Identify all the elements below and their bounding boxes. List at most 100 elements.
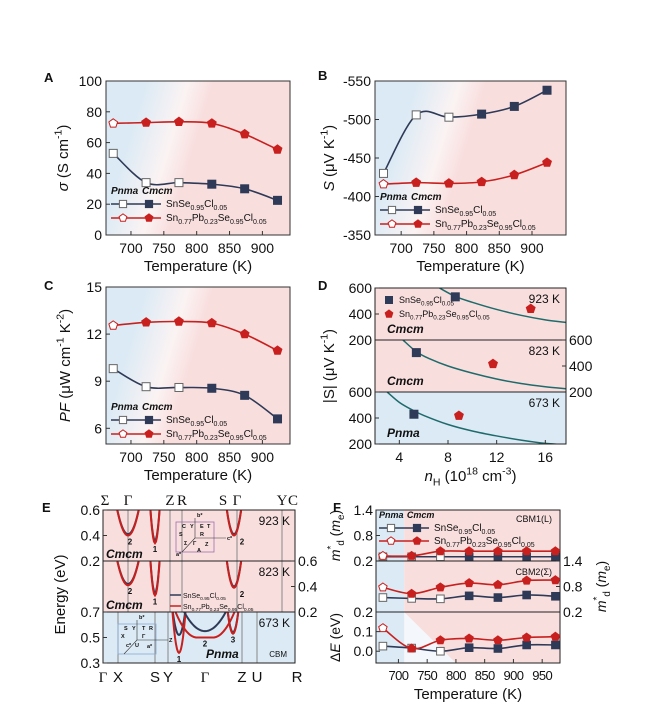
axis-a [181,537,196,553]
phase-label: Cmcm [387,374,424,388]
x-tick-label: 850 [488,240,512,256]
x-tick-label: 750 [152,449,176,465]
panel-A: A 700 750 800 850 900 0 20 40 60 80 100 Temperature … [44,70,291,275]
x-tick-label: 850 [475,668,495,683]
data-point [411,177,422,187]
data-point [477,109,487,119]
data-point-pb [493,546,503,556]
band-pb [225,561,243,589]
data-point-pb [488,358,498,369]
legend-open-marker [118,213,128,222]
data-point-pb [378,550,388,560]
x-axis-title: Temperature (K) [144,258,252,275]
data-point [411,110,421,120]
y-tick-label: 0.0 [354,643,374,659]
subpanel-3: 0.0 0.1 0.2 ΔE (eV) [327,604,561,664]
x-axis-title: Temperature (K) [414,686,522,703]
data-point-snse [436,646,445,656]
y-tick-label: 400 [349,306,373,322]
data-point [141,317,152,327]
y-tick-label: 0.2 [354,553,374,569]
valley-label: 2 [128,538,133,547]
data-point [273,414,283,424]
subplot-frame [375,611,561,664]
band-pb [171,612,187,655]
x-axis-title: nH (1018 cm-3) [425,466,517,489]
data-point [476,176,487,187]
legend-open-marker [118,199,128,209]
panel-B: B 700 750 800 850 900 -350 -400 -450 -500 -550 Temp… [318,68,567,275]
data-point-snse [450,292,460,302]
x-tick-label: 750 [152,240,176,256]
data-point [379,168,389,178]
legend-label-snse: SnSe0.95Cl0.05 [166,199,227,212]
temperature-label: 673 K [259,616,290,630]
phase-background [375,392,566,444]
data-point-pb [464,633,474,643]
valley-label: 2 [240,590,245,599]
y-tick-label: 0.8 [563,579,583,595]
x-tick-label: 800 [455,240,479,256]
subpanel-title: CBM2(Σ) [515,567,552,577]
legend-filled-marker [413,219,423,228]
legend-label-pb: Sn0.77Pb0.23Se0.95Cl0.05 [399,309,490,322]
inset-label: a* [176,552,182,558]
legend-filled-marker [144,415,154,425]
data-point-pb [493,635,503,645]
y-tick-label: 40 [86,165,102,181]
data-point [108,364,118,374]
k-point-bottom: Z [237,669,246,686]
data-point-pb [464,578,474,588]
subpanel-title: CBM1(L) [516,514,552,524]
subpanel-923K: 200 400 600 923 K Cmcm SnSe0.95Cl0.05Sn0.77Pb… [349,280,567,348]
y-axis-title: σ (S cm-1) [53,125,72,192]
inset-label: b* [139,615,145,621]
pnma-background [376,612,405,663]
y-tick-label: 100 [79,73,103,89]
data-point [542,157,552,167]
y-tick-label: 600 [569,332,593,348]
panel-F: F 0.2 0.8 1.4 m*d (me) CBM1(L) Pnma Cmcm SnSe0.9… [326,500,613,703]
data-point [206,118,217,128]
inset-label: T [142,626,146,632]
data-point [108,320,119,330]
data-point-snse [378,641,388,651]
y-tick-label: 0 [94,227,102,243]
data-point-snse [522,640,531,650]
y-tick-label: 0.5 [81,630,101,646]
y-tick-label: 0.2 [354,604,374,620]
inset-label: S [124,626,128,632]
panel-C: C 700 750 800 850 900 6 9 12 15 Temperature (K) PF … [44,278,291,484]
temperature-label: 823 K [259,565,290,579]
band-pb [149,561,161,598]
y-tick-label: 12 [86,326,102,342]
valley-label: 1 [177,655,182,664]
data-point-pb [521,575,532,585]
panel-letter: A [44,70,54,85]
subpanel-823K: 200 400 600 823 K Cmcm [374,332,593,400]
legend-pnma: Pnma [111,186,139,197]
inset-label: c* [227,536,233,542]
legend-open-marker [386,523,396,533]
y-tick-label: 0.2 [298,604,318,620]
inset-label: Y [190,524,194,530]
band-pb [174,612,236,639]
data-point-snse [464,643,474,653]
y-tick-label: -500 [343,112,371,128]
legend-filled-marker [144,429,154,438]
y-tick-label: 15 [86,279,102,295]
y-tick-label: 60 [86,135,102,151]
data-point [272,345,283,355]
x-tick-label: 700 [389,240,413,256]
data-point [141,382,151,392]
x-tick-label: 750 [417,668,437,683]
x-tick-label: 4 [395,449,403,465]
k-point-top: Γ [124,493,133,509]
legend-label-snse: SnSe0.95Cl0.05 [434,523,495,536]
y-axis-title: PF (μW cm-1 K-2) [55,309,74,422]
legend-label-pb: Sn0.77Pb0.23Se0.95Cl0.05 [166,429,267,442]
phase-background [375,340,566,392]
y-tick-label: 6 [94,420,102,436]
x-tick-label: 16 [538,449,554,465]
